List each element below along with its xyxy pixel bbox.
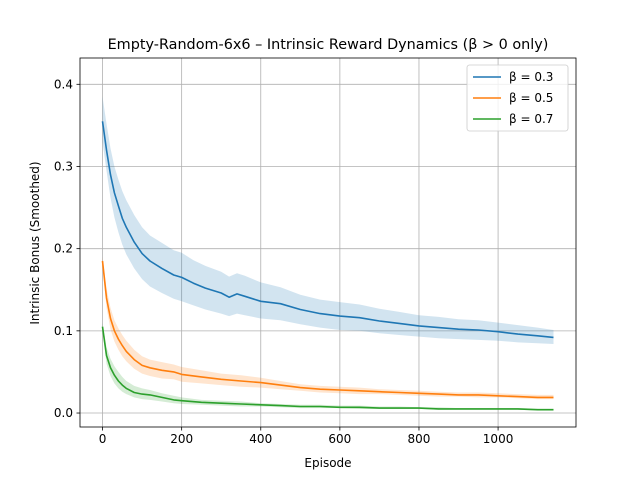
y-tick-label: 0.3 xyxy=(54,159,73,173)
confidence-band-0 xyxy=(102,96,554,344)
x-tick-label: 0 xyxy=(99,432,107,446)
x-axis-label: Episode xyxy=(304,456,351,470)
x-tick-label: 600 xyxy=(328,432,351,446)
series-lines xyxy=(101,121,554,411)
y-tick-label: 0.1 xyxy=(54,324,73,338)
x-axis-ticks: 0 200 400 600 800 1000 xyxy=(99,427,514,446)
y-tick-label: 0.0 xyxy=(54,406,73,420)
legend-label-1: β = 0.5 xyxy=(509,91,553,105)
x-tick-label: 1000 xyxy=(483,432,514,446)
y-axis-ticks: 0.0 0.1 0.2 0.3 0.4 xyxy=(54,77,80,420)
legend-label-2: β = 0.7 xyxy=(509,112,553,126)
series-line-0 xyxy=(101,121,554,339)
confidence-bands xyxy=(102,96,554,411)
legend-label-0: β = 0.3 xyxy=(509,70,553,84)
chart-title: Empty-Random-6x6 – Intrinsic Reward Dyna… xyxy=(108,37,549,53)
series-line-2 xyxy=(101,326,554,411)
x-tick-label: 400 xyxy=(249,432,272,446)
y-tick-label: 0.4 xyxy=(54,77,73,91)
x-tick-label: 200 xyxy=(170,432,193,446)
plot-frame xyxy=(79,57,577,428)
legend: β = 0.3 β = 0.5 β = 0.7 xyxy=(466,64,569,132)
y-axis-label: Intrinsic Bonus (Smoothed) xyxy=(28,161,42,324)
legend-box xyxy=(466,64,569,132)
series-line-1 xyxy=(101,260,554,399)
x-tick-label: 800 xyxy=(408,432,431,446)
y-tick-label: 0.2 xyxy=(54,242,73,256)
